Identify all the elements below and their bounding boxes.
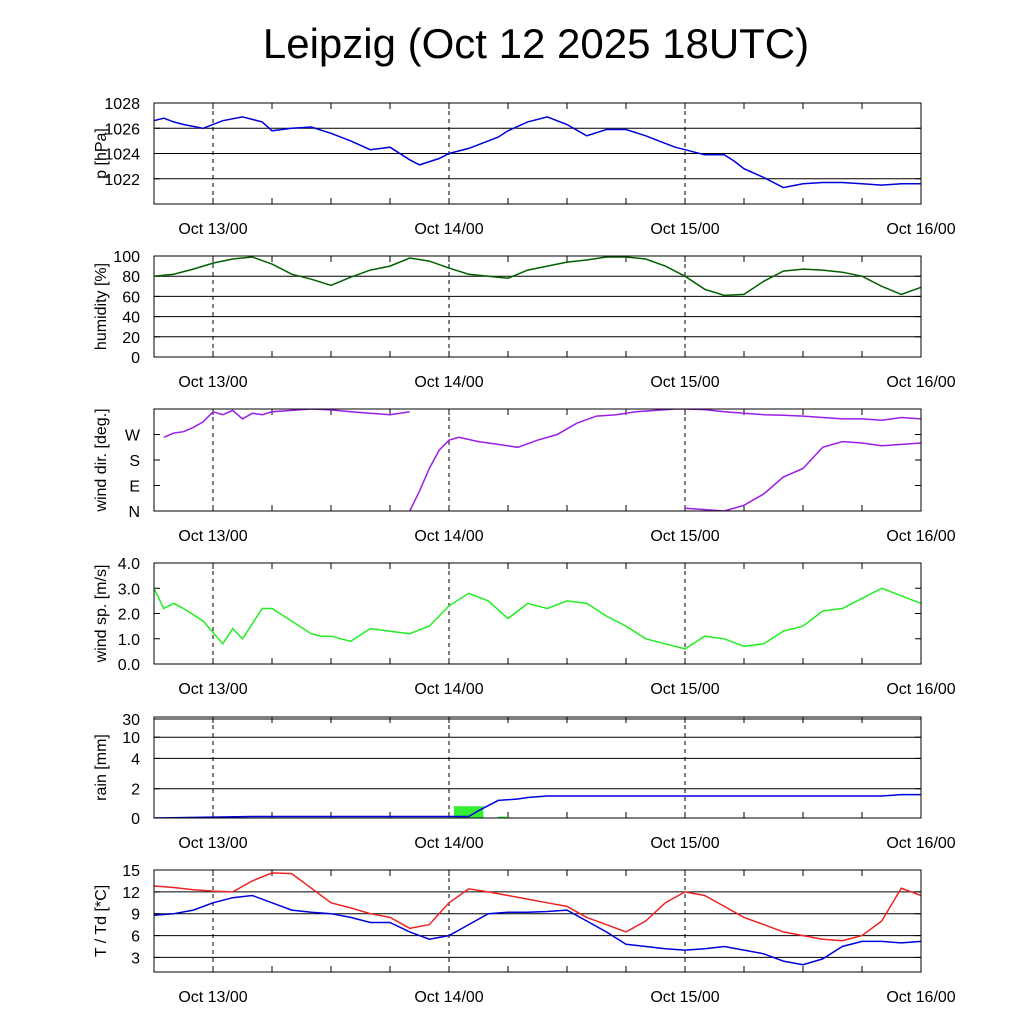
y-axis-label: wind dir. [deg.] xyxy=(93,408,110,512)
x-tick-label: Oct 13/00 xyxy=(178,374,247,391)
y-axis-label: rain [mm] xyxy=(93,734,110,801)
series-line xyxy=(154,256,921,297)
y-tick-label: 1028 xyxy=(104,96,140,113)
y-tick-label: 9 xyxy=(131,907,140,924)
y-tick-label: 100 xyxy=(113,249,140,266)
series-line xyxy=(684,440,921,511)
y-tick-label: 2 xyxy=(131,782,140,799)
series-line xyxy=(163,409,410,438)
x-tick-label: Oct 14/00 xyxy=(414,835,483,852)
x-tick-label: Oct 13/00 xyxy=(178,681,247,698)
y-tick-label: 2.0 xyxy=(118,607,140,624)
y-axis-label: p [hPa] xyxy=(93,128,110,179)
x-tick-label: Oct 15/00 xyxy=(650,374,719,391)
y-tick-label: 12 xyxy=(122,885,140,902)
x-tick-label: Oct 13/00 xyxy=(178,835,247,852)
y-tick-label: 4 xyxy=(131,751,140,768)
y-tick-label: 1026 xyxy=(104,121,140,138)
x-tick-label: Oct 14/00 xyxy=(414,374,483,391)
x-tick-label: Oct 16/00 xyxy=(886,221,955,238)
y-tick-label: 0 xyxy=(131,811,140,828)
y-tick-label: 30 xyxy=(122,712,140,729)
x-tick-label: Oct 13/00 xyxy=(178,989,247,1006)
x-tick-label: Oct 15/00 xyxy=(650,681,719,698)
y-axis-label: humidity [%] xyxy=(93,263,110,350)
x-tick-label: Oct 15/00 xyxy=(650,989,719,1006)
series-line xyxy=(154,894,921,966)
y-tick-label: 15 xyxy=(122,863,140,880)
rain-bar xyxy=(498,816,508,818)
x-tick-label: Oct 15/00 xyxy=(650,835,719,852)
y-tick-label: N xyxy=(128,504,140,521)
y-tick-label: 0 xyxy=(131,350,140,367)
x-tick-label: Oct 14/00 xyxy=(414,681,483,698)
x-tick-label: Oct 16/00 xyxy=(886,989,955,1006)
series-line xyxy=(154,872,921,942)
plot-frame xyxy=(153,255,922,358)
x-tick-label: Oct 15/00 xyxy=(650,221,719,238)
y-tick-label: 4.0 xyxy=(118,556,140,573)
series-line xyxy=(154,793,921,818)
y-tick-label: 3.0 xyxy=(118,581,140,598)
y-tick-label: W xyxy=(125,428,141,445)
series-line xyxy=(684,409,921,422)
y-tick-label: 0.0 xyxy=(118,657,140,674)
y-tick-label: 6 xyxy=(131,929,140,946)
x-tick-label: Oct 16/00 xyxy=(886,835,955,852)
x-tick-label: Oct 14/00 xyxy=(414,989,483,1006)
y-tick-label: S xyxy=(129,453,140,470)
y-tick-label: 1024 xyxy=(104,147,140,164)
x-tick-label: Oct 15/00 xyxy=(650,528,719,545)
y-tick-label: 10 xyxy=(122,730,140,747)
y-tick-label: 80 xyxy=(122,269,140,286)
series-line xyxy=(154,116,921,189)
x-tick-label: Oct 14/00 xyxy=(414,221,483,238)
y-tick-label: E xyxy=(129,479,140,496)
rain-bar xyxy=(453,806,484,818)
x-tick-label: Oct 16/00 xyxy=(886,528,955,545)
y-tick-label: 3 xyxy=(131,950,140,967)
x-tick-label: Oct 13/00 xyxy=(178,528,247,545)
page-title: Leipzig (Oct 12 2025 18UTC) xyxy=(262,20,810,67)
plot-frame xyxy=(153,716,922,819)
plot-frame xyxy=(153,102,922,205)
series-line xyxy=(154,587,921,650)
plot-frame xyxy=(153,869,922,973)
x-tick-label: Oct 16/00 xyxy=(886,681,955,698)
plot-frame xyxy=(153,408,922,512)
y-axis-label: T / Td [*C] xyxy=(93,885,110,957)
x-tick-label: Oct 16/00 xyxy=(886,374,955,391)
y-tick-label: 1022 xyxy=(104,172,140,189)
y-tick-label: 40 xyxy=(122,310,140,327)
y-tick-label: 20 xyxy=(122,330,140,347)
y-axis-label: wind sp. [m/s] xyxy=(93,565,110,664)
y-tick-label: 60 xyxy=(122,289,140,306)
y-tick-label: 1.0 xyxy=(118,632,140,649)
plot-frame xyxy=(153,562,922,665)
series-line xyxy=(409,409,685,511)
x-tick-label: Oct 13/00 xyxy=(178,221,247,238)
x-tick-label: Oct 14/00 xyxy=(414,528,483,545)
